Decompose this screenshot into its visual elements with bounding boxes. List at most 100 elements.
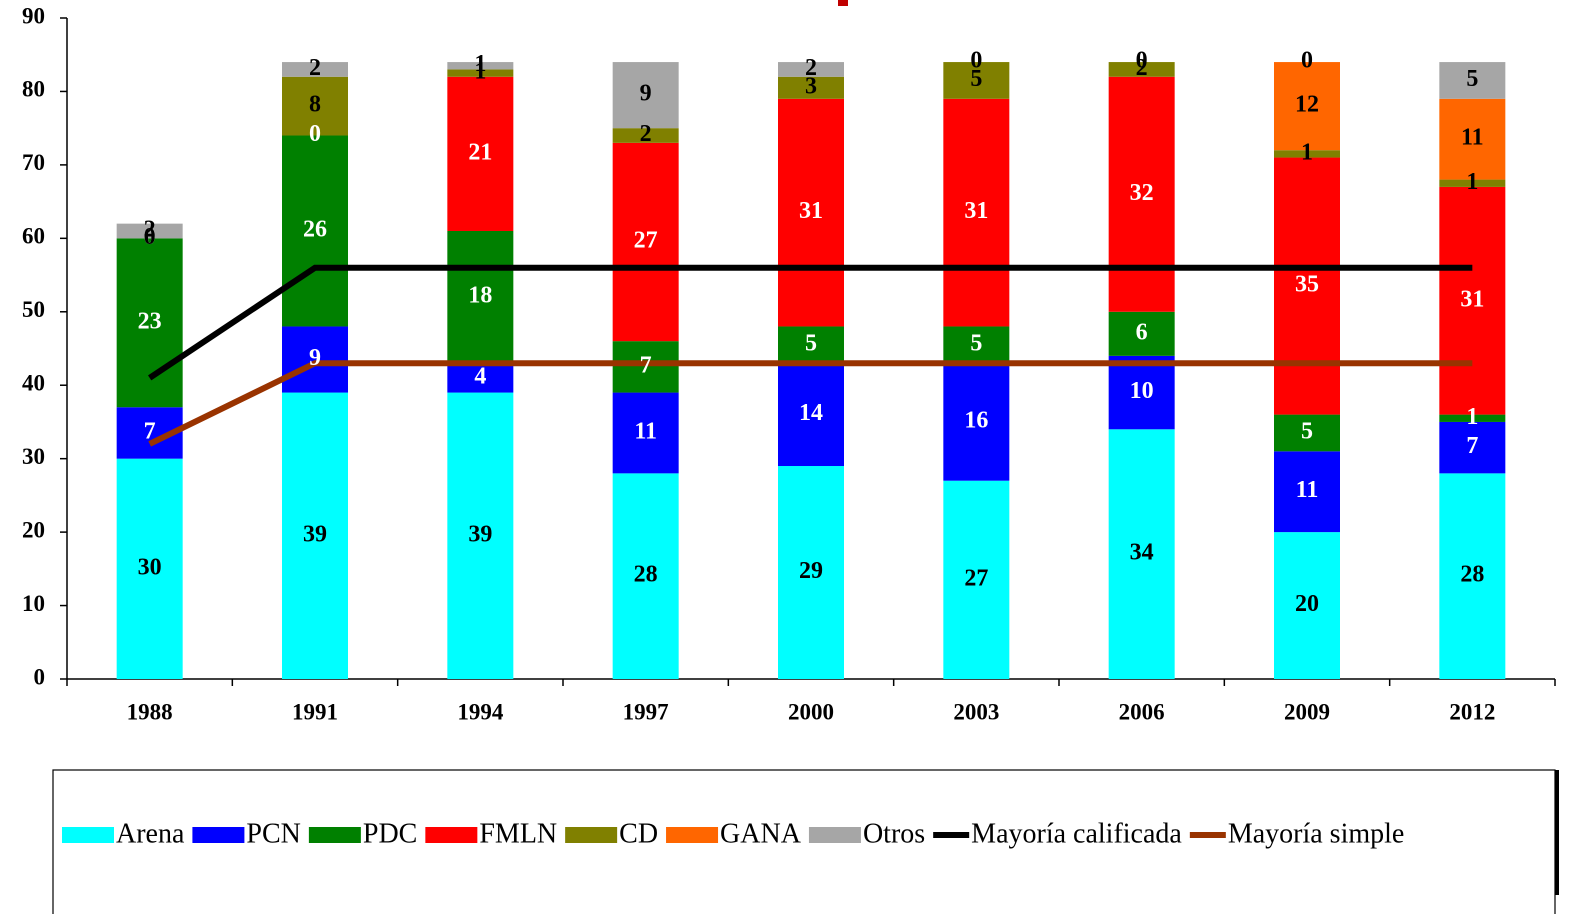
bar-segment xyxy=(447,392,514,679)
bar-segment xyxy=(1439,186,1506,415)
x-tick-label: 1997 xyxy=(623,699,669,724)
bar-segment xyxy=(1108,76,1175,312)
x-tick-label: 2000 xyxy=(788,699,834,724)
legend-label: PDC xyxy=(363,818,417,849)
line xyxy=(148,264,1473,381)
data-label: 7 xyxy=(144,418,156,444)
data-label: 7 xyxy=(1466,433,1478,459)
data-label: 10 xyxy=(1130,378,1154,404)
y-tick-label: 40 xyxy=(22,371,45,396)
data-label: 0 xyxy=(1136,48,1148,74)
bar-segment xyxy=(447,363,514,393)
bar-segment xyxy=(282,326,348,393)
data-label: 2 xyxy=(309,55,321,81)
data-label: 35 xyxy=(1295,272,1319,298)
title-fragment xyxy=(838,0,848,6)
bar-segment xyxy=(1274,532,1340,679)
data-label: 9 xyxy=(309,345,321,371)
legend-label: Mayoría calificada xyxy=(971,818,1182,849)
data-label: 1 xyxy=(1466,169,1478,195)
bar-segment xyxy=(778,466,844,679)
legend-swatch xyxy=(808,827,861,843)
x-tick-label: 1991 xyxy=(292,699,338,724)
data-label: 28 xyxy=(634,562,658,588)
bar-segment xyxy=(116,223,183,239)
bar-segment xyxy=(778,98,844,327)
y-tick-label: 50 xyxy=(22,297,45,322)
data-label: 26 xyxy=(303,216,327,242)
data-label: 23 xyxy=(138,308,162,334)
data-label: 0 xyxy=(970,48,982,74)
data-label: 2 xyxy=(640,121,652,147)
bar-segment xyxy=(282,135,348,327)
bar-segment xyxy=(1274,157,1340,415)
bar-segment xyxy=(1274,62,1340,151)
data-label: 18 xyxy=(468,283,492,309)
data-label: 2 xyxy=(1136,55,1148,81)
y-tick-label: 60 xyxy=(22,224,45,249)
data-label: 32 xyxy=(1130,180,1154,206)
data-label: 5 xyxy=(1301,418,1313,444)
x-tick-label: 2009 xyxy=(1284,699,1330,724)
bar-segment xyxy=(612,341,679,393)
x-tick-label: 2003 xyxy=(953,699,999,724)
data-label: 8 xyxy=(309,92,321,118)
y-tick-label: 10 xyxy=(22,591,45,616)
data-label: 14 xyxy=(799,400,823,426)
data-label: 2 xyxy=(805,55,817,81)
data-label: 3 xyxy=(805,73,817,99)
legend-label: GANA xyxy=(720,818,802,849)
legend-swatch xyxy=(192,827,245,843)
data-label: 11 xyxy=(1461,125,1484,151)
data-label: 5 xyxy=(805,330,817,356)
x-tick-label: 2006 xyxy=(1119,699,1165,724)
bar-segment xyxy=(943,363,1010,481)
bar-segment xyxy=(447,230,514,364)
bar-segment xyxy=(612,473,679,679)
x-tick-label: 2012 xyxy=(1449,699,1495,724)
bar-segment xyxy=(778,62,844,77)
line xyxy=(148,360,1473,447)
legend-label: Arena xyxy=(116,818,185,849)
legend-label: FMLN xyxy=(479,818,557,849)
bar-segment xyxy=(612,142,679,342)
data-label: 2 xyxy=(144,216,156,242)
data-label: 5 xyxy=(970,66,982,92)
bar-segment xyxy=(1439,414,1506,422)
x-tick-label: 1988 xyxy=(127,699,173,724)
bar-segment xyxy=(447,62,514,70)
bar-segment xyxy=(612,392,679,474)
legend-box xyxy=(52,769,1556,914)
bar-segment xyxy=(612,128,679,143)
bar-segment xyxy=(116,238,183,408)
bar-segment xyxy=(447,76,514,231)
bar-segment xyxy=(1439,98,1506,180)
bar-segment xyxy=(282,62,348,77)
y-tick-label: 20 xyxy=(22,517,45,542)
data-label: 29 xyxy=(799,558,823,584)
data-label: 0 xyxy=(1301,48,1313,74)
legend-swatch xyxy=(425,827,478,843)
data-label: 1 xyxy=(1466,404,1478,430)
bar-segment xyxy=(943,98,1010,327)
y-tick-label: 70 xyxy=(22,150,45,175)
bar-segment xyxy=(116,458,183,679)
data-label: 11 xyxy=(1296,477,1319,503)
bar-segment xyxy=(282,76,348,136)
data-label: 5 xyxy=(970,330,982,356)
legend-label: Otros xyxy=(863,818,925,849)
data-label: 28 xyxy=(1460,562,1484,588)
data-label: 20 xyxy=(1295,591,1319,617)
data-label: 9 xyxy=(640,81,652,107)
data-label: 39 xyxy=(468,521,492,547)
bar-segment xyxy=(1439,179,1506,187)
data-label: 27 xyxy=(964,565,988,591)
bar-segment xyxy=(778,326,844,364)
bar-segment xyxy=(447,69,514,77)
x-tick-label: 1994 xyxy=(457,699,504,724)
bar-segment xyxy=(1108,429,1175,679)
bar-segment xyxy=(1274,150,1340,158)
bar-segment xyxy=(943,480,1010,679)
data-label: 6 xyxy=(1136,319,1148,345)
